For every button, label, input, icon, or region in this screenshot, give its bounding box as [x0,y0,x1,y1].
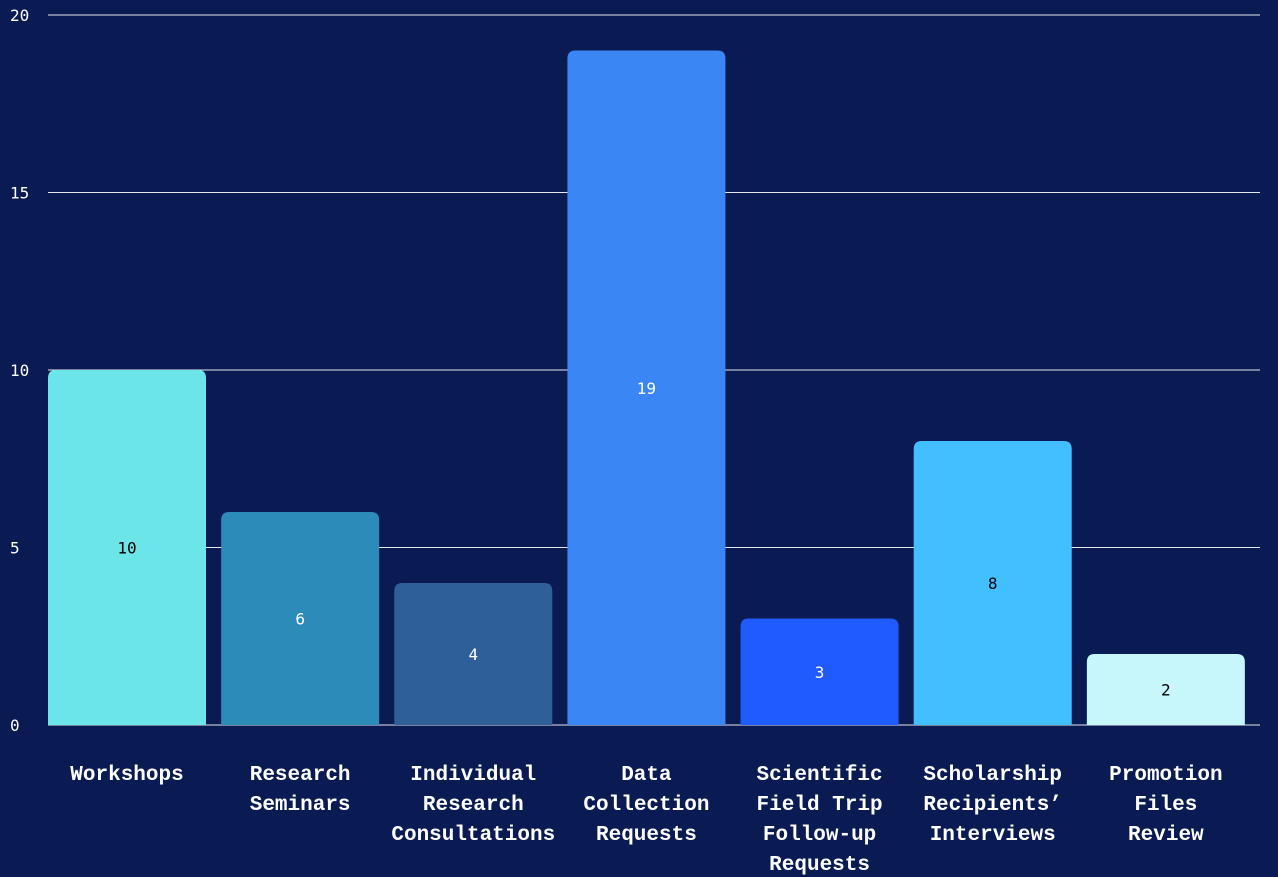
bar-value-label: 3 [815,663,825,682]
bar-value-label: 6 [295,610,305,629]
bar-5 [740,618,899,725]
y-tick-label: 10 [10,361,29,380]
value-labels: 10 6 4 19 3 8 2 [117,379,1170,700]
x-category-label: Promotion Files Review [1109,764,1222,847]
bar-6 [913,441,1072,725]
bars [48,50,1245,725]
bar-value-label: 19 [637,379,656,398]
x-category-label: Scientific Field Trip Follow-up Requests [757,764,883,877]
x-category-label: Scholarship Recipients’ Interviews [923,764,1062,847]
y-tick-label: 5 [10,539,20,558]
bar-2 [221,512,380,725]
x-category-label: Individual Research Consultations [391,764,555,847]
x-category-label: Data Collection Requests [583,764,709,847]
y-tick-label: 15 [10,184,29,203]
bar-3 [394,583,553,725]
x-category-label: Research Seminars [250,764,351,817]
bar-value-label: 10 [117,539,136,558]
bar-4 [567,50,726,725]
bar-7 [1086,654,1245,725]
bar-value-label: 4 [468,645,478,664]
category-labels: Workshops Research Seminars Individual Resea… [70,764,1222,877]
y-tick-label: 20 [10,6,29,25]
y-tick-label: 0 [10,716,20,735]
bar-value-label: 2 [1161,681,1171,700]
x-category-label: Workshops [70,764,183,787]
bar-1 [48,370,206,725]
y-axis-ticks: 0 5 10 15 20 [10,6,29,735]
bar-value-label: 8 [988,574,998,593]
